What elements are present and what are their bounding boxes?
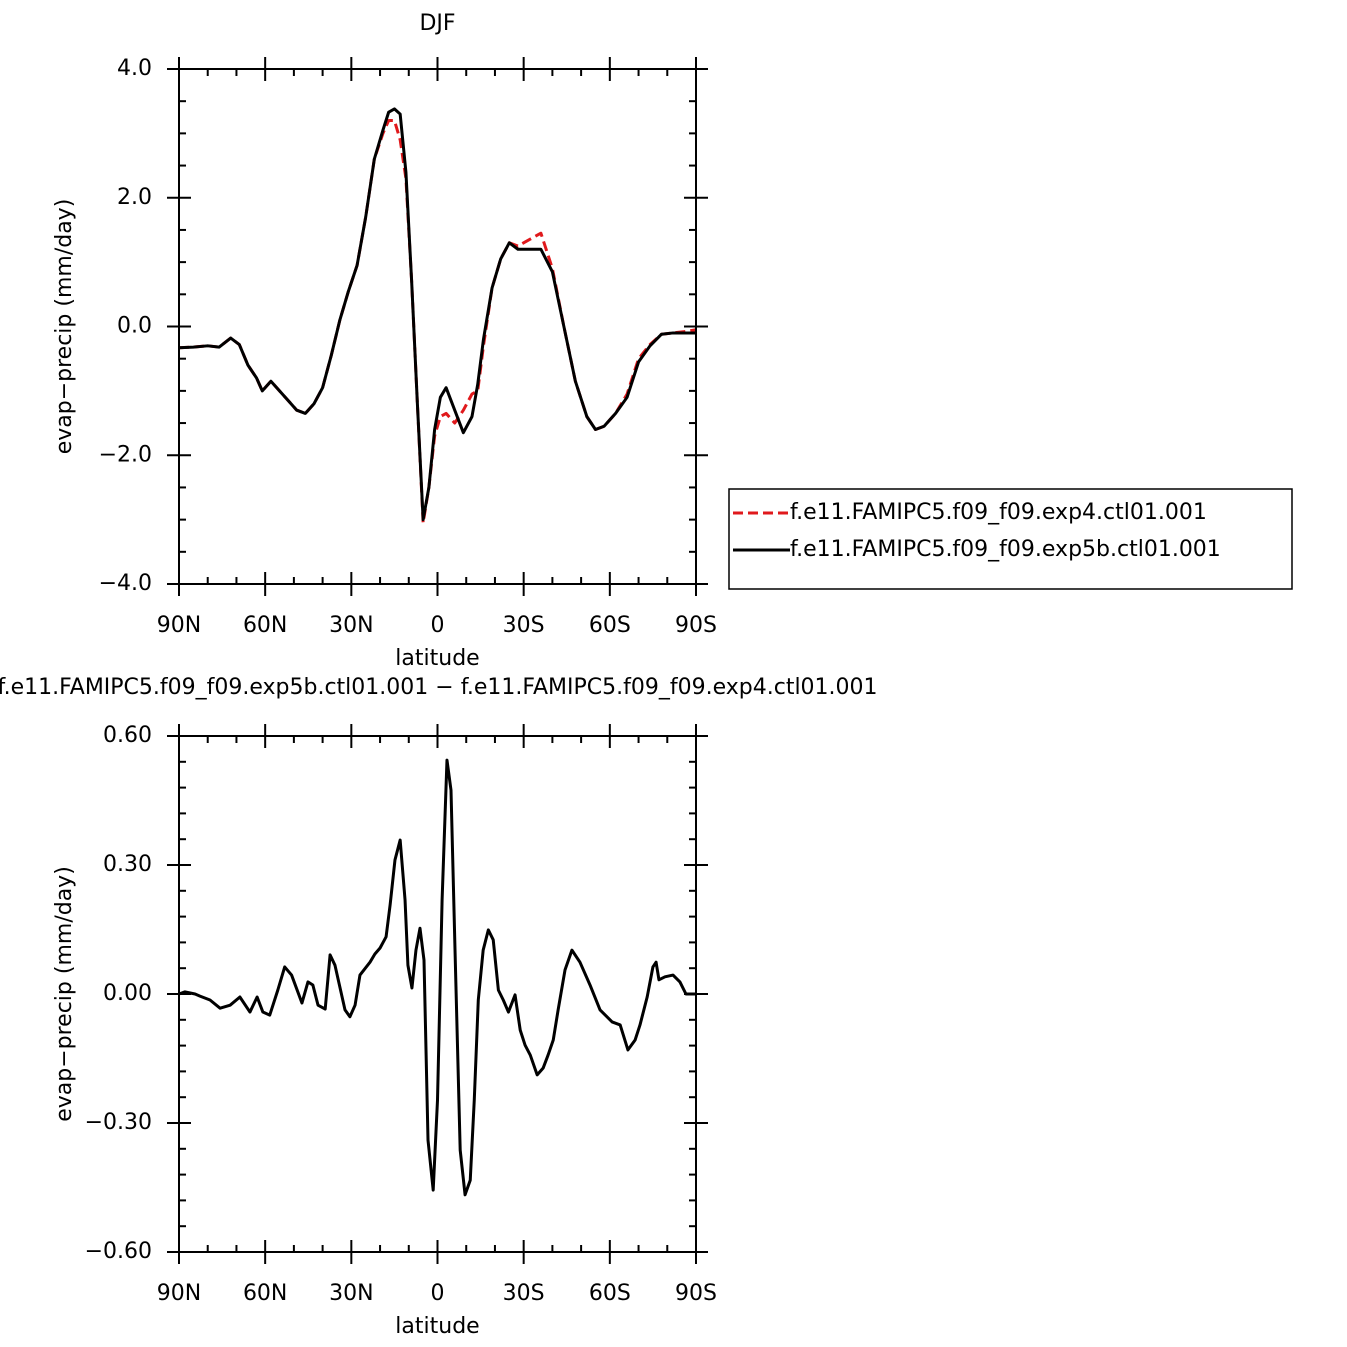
y-axis-label: evap−precip (mm/day)	[52, 866, 77, 1122]
x-axis-label: latitude	[395, 646, 479, 671]
plot-frame	[178, 735, 697, 1253]
y-tick-label: 0.60	[103, 723, 152, 748]
y-tick-label: 0.0	[117, 314, 152, 339]
y-tick-label: −2.0	[99, 442, 152, 467]
legend: f.e11.FAMIPC5.f09_f09.exp4.ctl01.001 f.e1…	[728, 488, 1293, 590]
x-tick-label: 90S	[675, 1281, 717, 1306]
legend-box	[728, 488, 1293, 590]
data-line	[178, 119, 697, 525]
x-tick-label: 0	[431, 613, 445, 638]
x-tick-label: 60S	[589, 613, 631, 638]
x-tick-label: 30N	[329, 1281, 373, 1306]
x-tick-label: 90S	[675, 613, 717, 638]
x-tick-label: 60N	[243, 1281, 287, 1306]
x-tick-label: 0	[431, 1281, 445, 1306]
x-tick-label: 30N	[329, 613, 373, 638]
y-tick-label: 2.0	[117, 185, 152, 210]
x-tick-label: 90N	[157, 1281, 201, 1306]
chart-title: DJF	[419, 11, 455, 36]
y-tick-label: 4.0	[117, 56, 152, 81]
x-tick-label: 60S	[589, 1281, 631, 1306]
data-line	[178, 758, 696, 1197]
plot-frame	[178, 68, 697, 585]
data-line	[178, 107, 696, 522]
y-tick-label: 0.30	[103, 852, 152, 877]
x-tick-label: 90N	[157, 613, 201, 638]
legend-label: f.e11.FAMIPC5.f09_f09.exp4.ctl01.001	[790, 500, 1207, 525]
y-tick-label: −0.30	[85, 1110, 152, 1135]
y-tick-label: −4.0	[99, 571, 152, 596]
legend-label: f.e11.FAMIPC5.f09_f09.exp5b.ctl01.001	[790, 537, 1221, 562]
y-tick-label: 0.00	[103, 981, 152, 1006]
y-tick-label: −0.60	[85, 1239, 152, 1264]
x-tick-label: 30S	[503, 613, 545, 638]
x-axis-label: latitude	[395, 1314, 479, 1339]
y-axis-label: evap−precip (mm/day)	[52, 199, 77, 455]
x-tick-label: 30S	[503, 1281, 545, 1306]
chart-title: f.e11.FAMIPC5.f09_f09.exp5b.ctl01.001 − …	[0, 675, 878, 700]
x-tick-label: 60N	[243, 613, 287, 638]
